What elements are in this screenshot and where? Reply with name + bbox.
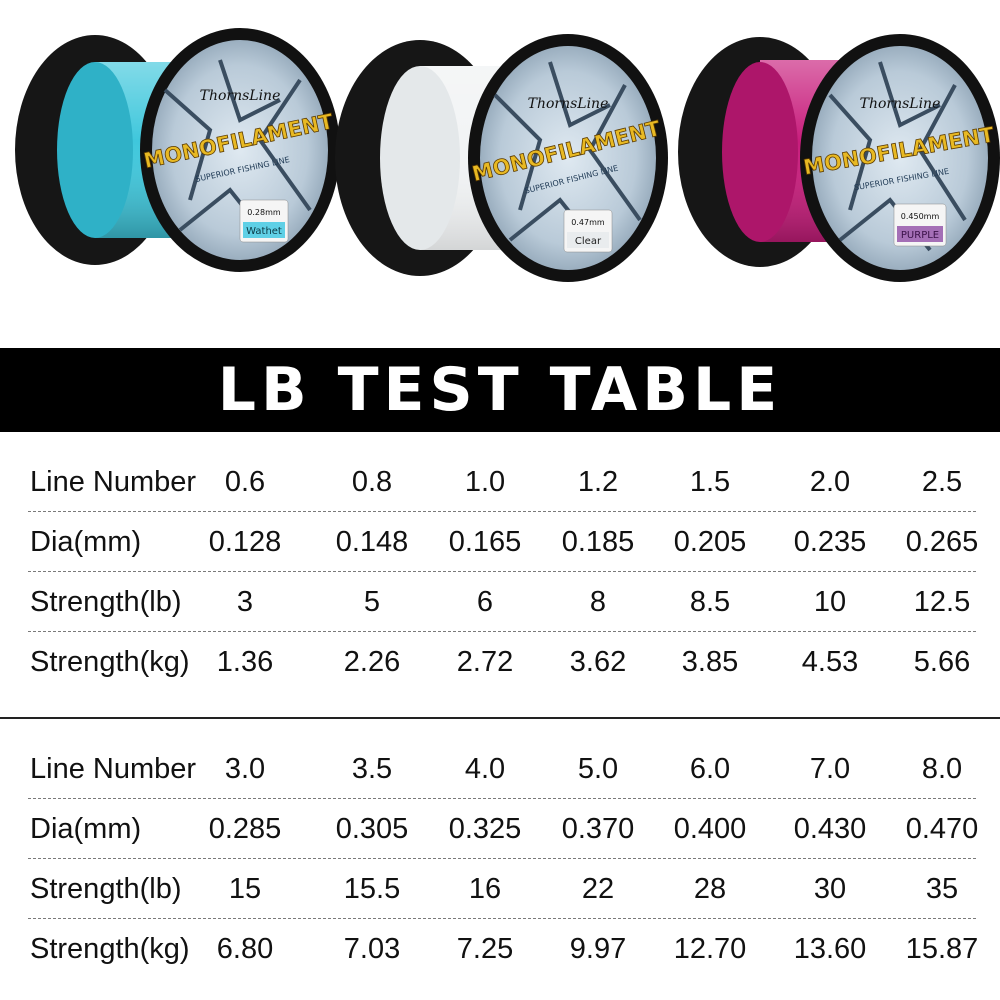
table-cell: 0.305 — [335, 813, 409, 845]
table-cell: 28 — [693, 873, 727, 905]
table-cell: 0.430 — [793, 813, 867, 845]
table-cell: 3.5 — [351, 753, 393, 785]
spool-diameter: 0.450mm — [901, 212, 940, 221]
table-row: Dia(mm) 0.128 0.148 0.165 0.185 0.205 0.235 0.2… — [0, 512, 1000, 572]
table-cell: 8.5 — [689, 586, 731, 618]
table-cell: 6.0 — [689, 753, 731, 785]
table-cell: 3.85 — [681, 646, 739, 678]
table-cell: 0.285 — [208, 813, 282, 845]
table-cell: 15.5 — [343, 873, 401, 905]
table-cell: 5.0 — [577, 753, 619, 785]
table-cell: 0.205 — [673, 526, 747, 558]
table-divider — [0, 717, 1000, 719]
spool-purple: ThornsLine MONOFILAMENT SUPERIOR FISHING… — [678, 34, 1000, 282]
table-cell: 35 — [925, 873, 959, 905]
row-label: Dia(mm) — [30, 813, 142, 845]
table-cell: 0.400 — [673, 813, 747, 845]
table-cell: 8.0 — [921, 753, 963, 785]
table-cell: 3.62 — [569, 646, 627, 678]
spool-diameter: 0.28mm — [247, 208, 281, 217]
table-row: Strength(kg) 6.80 7.03 7.25 9.97 12.70 13.60 15… — [0, 919, 1000, 979]
table-row: Strength(lb) 15 15.5 16 22 28 30 35 — [0, 859, 1000, 919]
spool-color-name: Wathet — [246, 226, 282, 237]
spools-photo: ThornsLine MONOFILAMENT SUPERIOR FISHING… — [0, 0, 1000, 330]
lb-test-table-1: Line Number 0.6 0.8 1.0 1.2 1.5 2.0 2.5 Dia(mm) 0… — [0, 452, 1000, 692]
table-cell: 6 — [476, 586, 494, 618]
table-cell: 6.80 — [216, 933, 274, 965]
row-label: Strength(lb) — [30, 873, 182, 905]
table-cell: 4.53 — [801, 646, 859, 678]
spool-brand: ThornsLine — [200, 88, 281, 104]
spool-color-name: PURPLE — [901, 230, 939, 241]
table-row: Strength(kg) 1.36 2.26 2.72 3.62 3.85 4.53 5.66 — [0, 632, 1000, 692]
table-cell: 1.5 — [689, 466, 731, 498]
title-banner: LB TEST TABLE — [0, 348, 1000, 432]
table-cell: 16 — [468, 873, 502, 905]
spool-diameter: 0.47mm — [571, 218, 605, 227]
table-cell: 0.8 — [351, 466, 393, 498]
table-cell: 22 — [581, 873, 615, 905]
table-cell: 12.70 — [673, 933, 747, 965]
table-cell: 8 — [589, 586, 607, 618]
table-cell: 9.97 — [569, 933, 627, 965]
row-label: Strength(kg) — [30, 933, 190, 965]
table-cell: 15 — [228, 873, 262, 905]
table-cell: 7.03 — [343, 933, 401, 965]
table-cell: 0.148 — [335, 526, 409, 558]
spool-brand: ThornsLine — [528, 96, 609, 112]
table-cell: 0.128 — [208, 526, 282, 558]
table-cell: 1.2 — [577, 466, 619, 498]
table-cell: 0.235 — [793, 526, 867, 558]
table-cell: 2.72 — [456, 646, 514, 678]
table-row: Line Number 3.0 3.5 4.0 5.0 6.0 7.0 8.0 — [0, 739, 1000, 799]
banner-title: LB TEST TABLE — [217, 355, 783, 425]
spool-blue: ThornsLine MONOFILAMENT SUPERIOR FISHING… — [15, 28, 340, 272]
table-cell: 13.60 — [793, 933, 867, 965]
table-cell: 0.6 — [224, 466, 266, 498]
row-label: Dia(mm) — [30, 526, 142, 558]
table-cell: 12.5 — [913, 586, 971, 618]
table-cell: 2.26 — [343, 646, 401, 678]
table-cell: 1.0 — [464, 466, 506, 498]
table-row: Dia(mm) 0.285 0.305 0.325 0.370 0.400 0.430 0.4… — [0, 799, 1000, 859]
table-cell: 0.265 — [905, 526, 979, 558]
table-cell: 0.185 — [561, 526, 635, 558]
table-cell: 5 — [363, 586, 381, 618]
table-cell: 3 — [236, 586, 254, 618]
table-cell: 0.370 — [561, 813, 635, 845]
row-label: Line Number — [30, 753, 197, 785]
table-cell: 10 — [813, 586, 847, 618]
table-cell: 4.0 — [464, 753, 506, 785]
spool-color-name: Clear — [575, 236, 602, 247]
row-label: Line Number — [30, 466, 197, 498]
spool-clear: ThornsLine MONOFILAMENT SUPERIOR FISHING… — [335, 34, 668, 282]
table-cell: 0.165 — [448, 526, 522, 558]
table-cell: 5.66 — [913, 646, 971, 678]
table-cell: 30 — [813, 873, 847, 905]
table-cell: 7.0 — [809, 753, 851, 785]
table-cell: 3.0 — [224, 753, 266, 785]
spool-brand: ThornsLine — [860, 96, 941, 112]
table-row: Line Number 0.6 0.8 1.0 1.2 1.5 2.0 2.5 — [0, 452, 1000, 512]
table-cell: 0.325 — [448, 813, 522, 845]
table-cell: 7.25 — [456, 933, 514, 965]
table-cell: 15.87 — [905, 933, 979, 965]
row-label: Strength(lb) — [30, 586, 182, 618]
table-cell: 2.5 — [921, 466, 963, 498]
table-cell: 1.36 — [216, 646, 274, 678]
table-cell: 2.0 — [809, 466, 851, 498]
row-label: Strength(kg) — [30, 646, 190, 678]
lb-test-table-2: Line Number 3.0 3.5 4.0 5.0 6.0 7.0 8.0 Dia(mm) 0… — [0, 739, 1000, 979]
table-row: Strength(lb) 3 5 6 8 8.5 10 12.5 — [0, 572, 1000, 632]
table-cell: 0.470 — [905, 813, 979, 845]
